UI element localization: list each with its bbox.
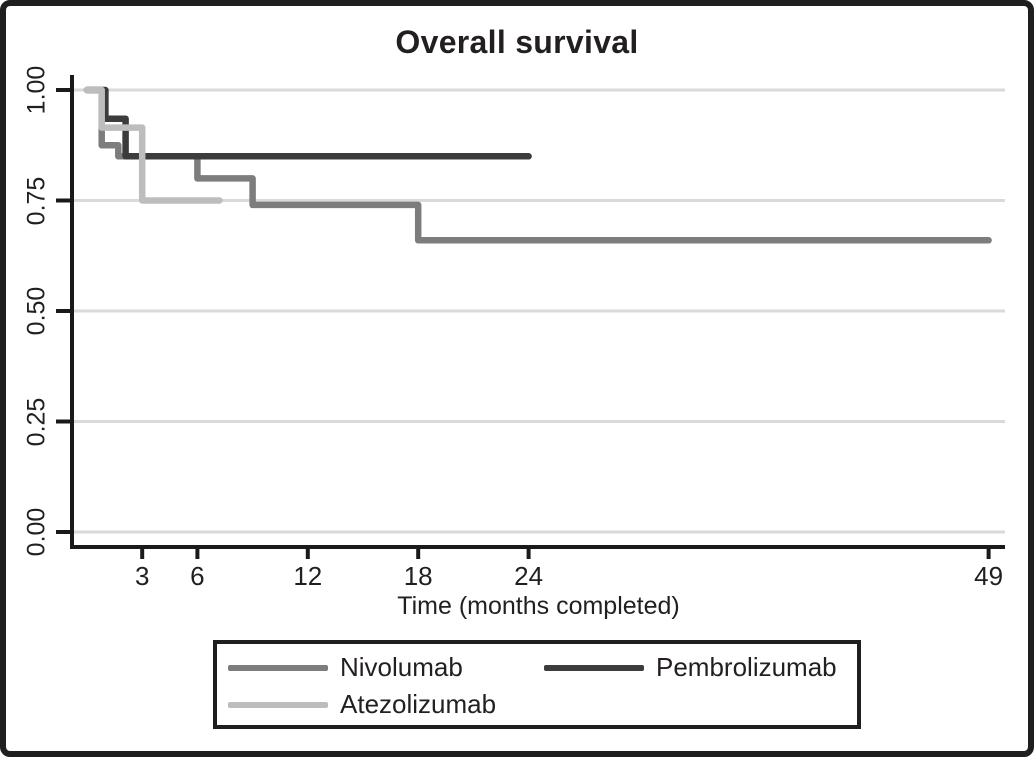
atezolizumab-line-swatch <box>228 701 328 708</box>
x-tick-label: 3 <box>134 561 150 591</box>
y-tick-label: 0.25 <box>22 397 51 446</box>
legend-item-atezolizumab: Atezolizumab <box>228 686 544 723</box>
legend-box: Nivolumab Pembrolizumab Atezolizumab <box>213 640 861 729</box>
legend-label-nivolumab: Nivolumab <box>340 652 463 682</box>
legend-label-atezolizumab: Atezolizumab <box>340 689 497 719</box>
x-tick-label: 6 <box>190 561 205 591</box>
y-tick-label: 0.50 <box>22 286 51 336</box>
chart-title: Overall survival <box>395 24 639 60</box>
y-tick-label: 0.00 <box>22 507 51 557</box>
legend-label-pembrolizumab: Pembrolizumab <box>656 652 837 682</box>
survival-curve-pembrolizumab <box>83 86 532 160</box>
x-tick-label: 18 <box>403 561 433 591</box>
x-tick-label: 49 <box>974 561 1004 591</box>
x-tick-label: 12 <box>293 561 323 591</box>
survival-curve-nivolumab <box>83 86 992 244</box>
survival-curve-atezolizumab <box>83 86 223 204</box>
x-tick-label: 24 <box>514 561 544 591</box>
pembrolizumab-line-swatch <box>544 664 644 671</box>
legend-item-nivolumab: Nivolumab <box>228 649 544 686</box>
x-axis-title: Time (months completed) <box>397 592 680 620</box>
nivolumab-line-swatch <box>228 664 328 671</box>
y-tick-label: 0.75 <box>22 176 51 225</box>
legend-item-pembrolizumab: Pembrolizumab <box>544 649 857 686</box>
y-tick-label: 1.00 <box>22 65 51 115</box>
